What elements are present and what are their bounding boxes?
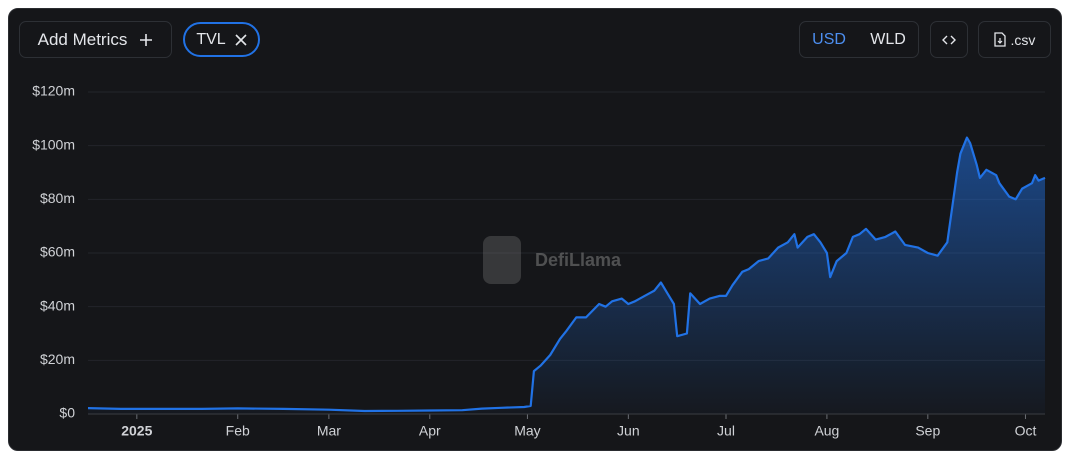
watermark: DefiLlama [483, 236, 622, 284]
watermark-logo [483, 236, 521, 284]
x-tick-label: Jun [617, 423, 640, 439]
y-tick-label: $80m [40, 190, 75, 206]
line [87, 136, 1046, 413]
y-tick-label: $40m [40, 297, 75, 313]
x-tick-label: Jul [717, 423, 735, 439]
y-tick-label: $20m [40, 351, 75, 367]
embed-button[interactable] [930, 21, 968, 58]
x-tick-label: Sep [915, 423, 940, 439]
y-tick-label: $120m [32, 83, 75, 99]
metric-pill[interactable]: TVL [183, 22, 260, 57]
currency-toggle: USD WLD [799, 21, 919, 58]
area-fill [88, 137, 1045, 414]
file-icon [993, 32, 1006, 47]
y-tick-label: $0 [59, 405, 75, 421]
y-tick-label: $100m [32, 136, 75, 152]
metric-pill-label: TVL [196, 30, 226, 48]
code-icon [942, 35, 956, 44]
close-icon[interactable] [235, 33, 247, 46]
add-metrics-button[interactable]: Add Metrics [19, 21, 172, 58]
x-tick-label: Feb [226, 423, 250, 439]
x-tick-label: Oct [1015, 423, 1037, 439]
y-tick-label: $60m [40, 244, 75, 260]
x-tick-label: Mar [317, 423, 341, 439]
csv-button[interactable]: .csv [978, 21, 1051, 58]
currency-option[interactable]: USD [812, 30, 846, 48]
plus-icon [140, 33, 153, 46]
csv-label: .csv [1010, 31, 1036, 48]
x-tick-label: Aug [814, 423, 839, 439]
x-tick-label: May [514, 423, 540, 439]
watermark-text: DefiLlama [535, 250, 622, 270]
add-metrics-label: Add Metrics [37, 29, 128, 49]
x-tick-label: 2025 [121, 423, 152, 439]
currency-option[interactable]: WLD [870, 30, 906, 48]
x-tick-label: Apr [419, 423, 441, 439]
